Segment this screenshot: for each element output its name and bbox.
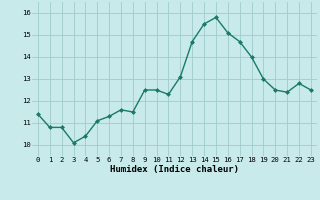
X-axis label: Humidex (Indice chaleur): Humidex (Indice chaleur) <box>110 165 239 174</box>
